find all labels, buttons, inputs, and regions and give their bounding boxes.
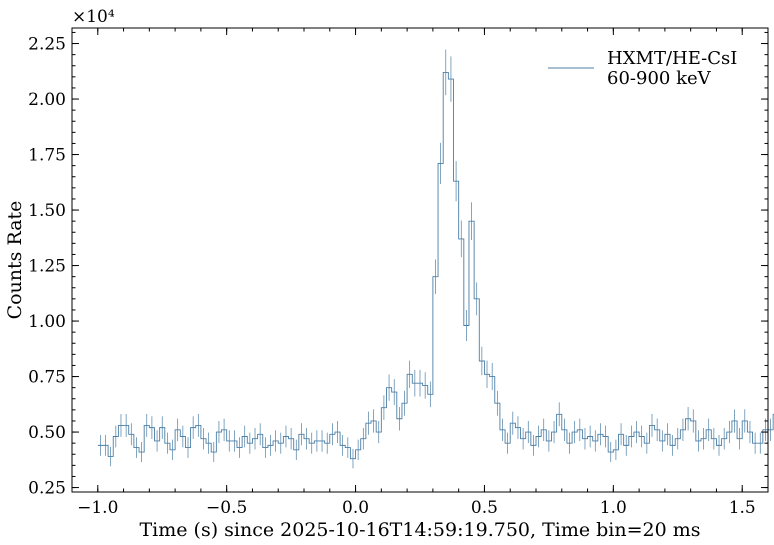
y-tick-label: 0.25 — [28, 479, 66, 499]
legend-line-2: 60-900 keV — [607, 68, 712, 89]
legend-line-1: HXMT/HE-CsI — [607, 48, 737, 69]
y-offset-text: ×10⁴ — [72, 7, 115, 27]
y-tick-label: 0.50 — [28, 423, 66, 443]
legend: HXMT/HE-CsI 60-900 keV — [548, 48, 737, 89]
y-tick-label: 0.75 — [28, 368, 66, 388]
y-tick-label: 1.75 — [28, 146, 66, 166]
y-tick-label: 1.25 — [28, 257, 66, 277]
y-tick-label: 2.25 — [28, 35, 66, 55]
series-step-line — [97, 71, 774, 460]
y-axis: 0.25 0.50 0.75 1.00 1.25 1.50 1.75 2.00 2.25 — [28, 31, 768, 499]
x-axis-label: Time (s) since 2025-10-16T14:59:19.750, … — [139, 519, 700, 541]
axes-frame — [71, 27, 769, 493]
x-tick-label: −1.0 — [77, 498, 118, 518]
plot-area — [97, 49, 774, 469]
x-tick-label: 1.0 — [600, 498, 627, 518]
y-tick-label: 1.50 — [28, 201, 66, 221]
y-axis-label: Counts Rate — [4, 201, 26, 320]
x-tick-label: 0.5 — [471, 498, 498, 518]
y-tick-label: 1.00 — [28, 312, 66, 332]
y-tick-label: 2.00 — [28, 90, 66, 110]
x-tick-label: 0.0 — [342, 498, 369, 518]
x-axis: −1.0 −0.5 0.0 0.5 1.0 1.5 — [71, 28, 769, 518]
x-tick-label: −0.5 — [206, 498, 247, 518]
x-tick-label: 1.5 — [729, 498, 756, 518]
